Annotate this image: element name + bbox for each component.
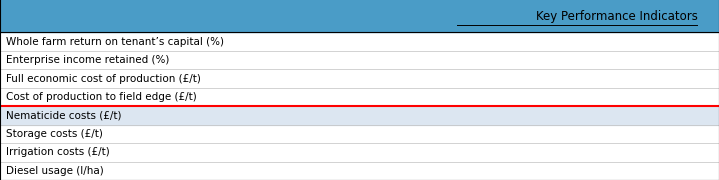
- Text: Nematicide costs (£/t): Nematicide costs (£/t): [6, 110, 122, 120]
- Text: Whole farm return on tenant’s capital (%): Whole farm return on tenant’s capital (%…: [6, 37, 224, 47]
- Text: Key Performance Indicators: Key Performance Indicators: [536, 10, 697, 23]
- Text: Cost of production to field edge (£/t): Cost of production to field edge (£/t): [6, 92, 196, 102]
- Text: Storage costs (£/t): Storage costs (£/t): [6, 129, 103, 139]
- Bar: [0, 106, 719, 125]
- Text: Enterprise income retained (%): Enterprise income retained (%): [6, 55, 169, 65]
- Text: Irrigation costs (£/t): Irrigation costs (£/t): [6, 147, 109, 157]
- Bar: [0, 0, 719, 32]
- Text: Diesel usage (l/ha): Diesel usage (l/ha): [6, 166, 104, 176]
- Text: Full economic cost of production (£/t): Full economic cost of production (£/t): [6, 73, 201, 84]
